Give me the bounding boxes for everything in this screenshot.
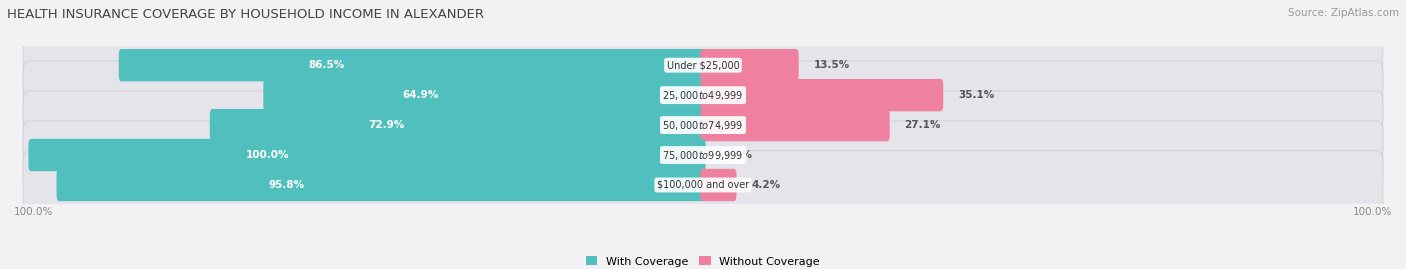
FancyBboxPatch shape [22, 121, 1384, 189]
FancyBboxPatch shape [209, 109, 706, 141]
FancyBboxPatch shape [22, 151, 1384, 219]
Text: 72.9%: 72.9% [368, 120, 404, 130]
Text: $50,000 to $74,999: $50,000 to $74,999 [662, 119, 744, 132]
Text: 0.0%: 0.0% [723, 150, 752, 160]
Text: HEALTH INSURANCE COVERAGE BY HOUSEHOLD INCOME IN ALEXANDER: HEALTH INSURANCE COVERAGE BY HOUSEHOLD I… [7, 8, 484, 21]
Text: 4.2%: 4.2% [751, 180, 780, 190]
FancyBboxPatch shape [263, 79, 706, 111]
FancyBboxPatch shape [700, 169, 737, 201]
Text: 13.5%: 13.5% [814, 60, 849, 70]
Text: 95.8%: 95.8% [269, 180, 304, 190]
Text: Under $25,000: Under $25,000 [666, 60, 740, 70]
FancyBboxPatch shape [700, 79, 943, 111]
FancyBboxPatch shape [28, 139, 706, 171]
Text: Source: ZipAtlas.com: Source: ZipAtlas.com [1288, 8, 1399, 18]
FancyBboxPatch shape [22, 91, 1384, 159]
Legend: With Coverage, Without Coverage: With Coverage, Without Coverage [582, 252, 824, 269]
Text: 86.5%: 86.5% [308, 60, 344, 70]
FancyBboxPatch shape [700, 49, 799, 81]
Text: 35.1%: 35.1% [957, 90, 994, 100]
FancyBboxPatch shape [118, 49, 706, 81]
FancyBboxPatch shape [22, 61, 1384, 129]
Text: $75,000 to $99,999: $75,000 to $99,999 [662, 148, 744, 161]
FancyBboxPatch shape [56, 169, 706, 201]
Text: $25,000 to $49,999: $25,000 to $49,999 [662, 89, 744, 102]
FancyBboxPatch shape [22, 31, 1384, 99]
Text: 64.9%: 64.9% [402, 90, 439, 100]
Text: $100,000 and over: $100,000 and over [657, 180, 749, 190]
Text: 27.1%: 27.1% [904, 120, 941, 130]
FancyBboxPatch shape [700, 109, 890, 141]
Text: 100.0%: 100.0% [246, 150, 290, 160]
